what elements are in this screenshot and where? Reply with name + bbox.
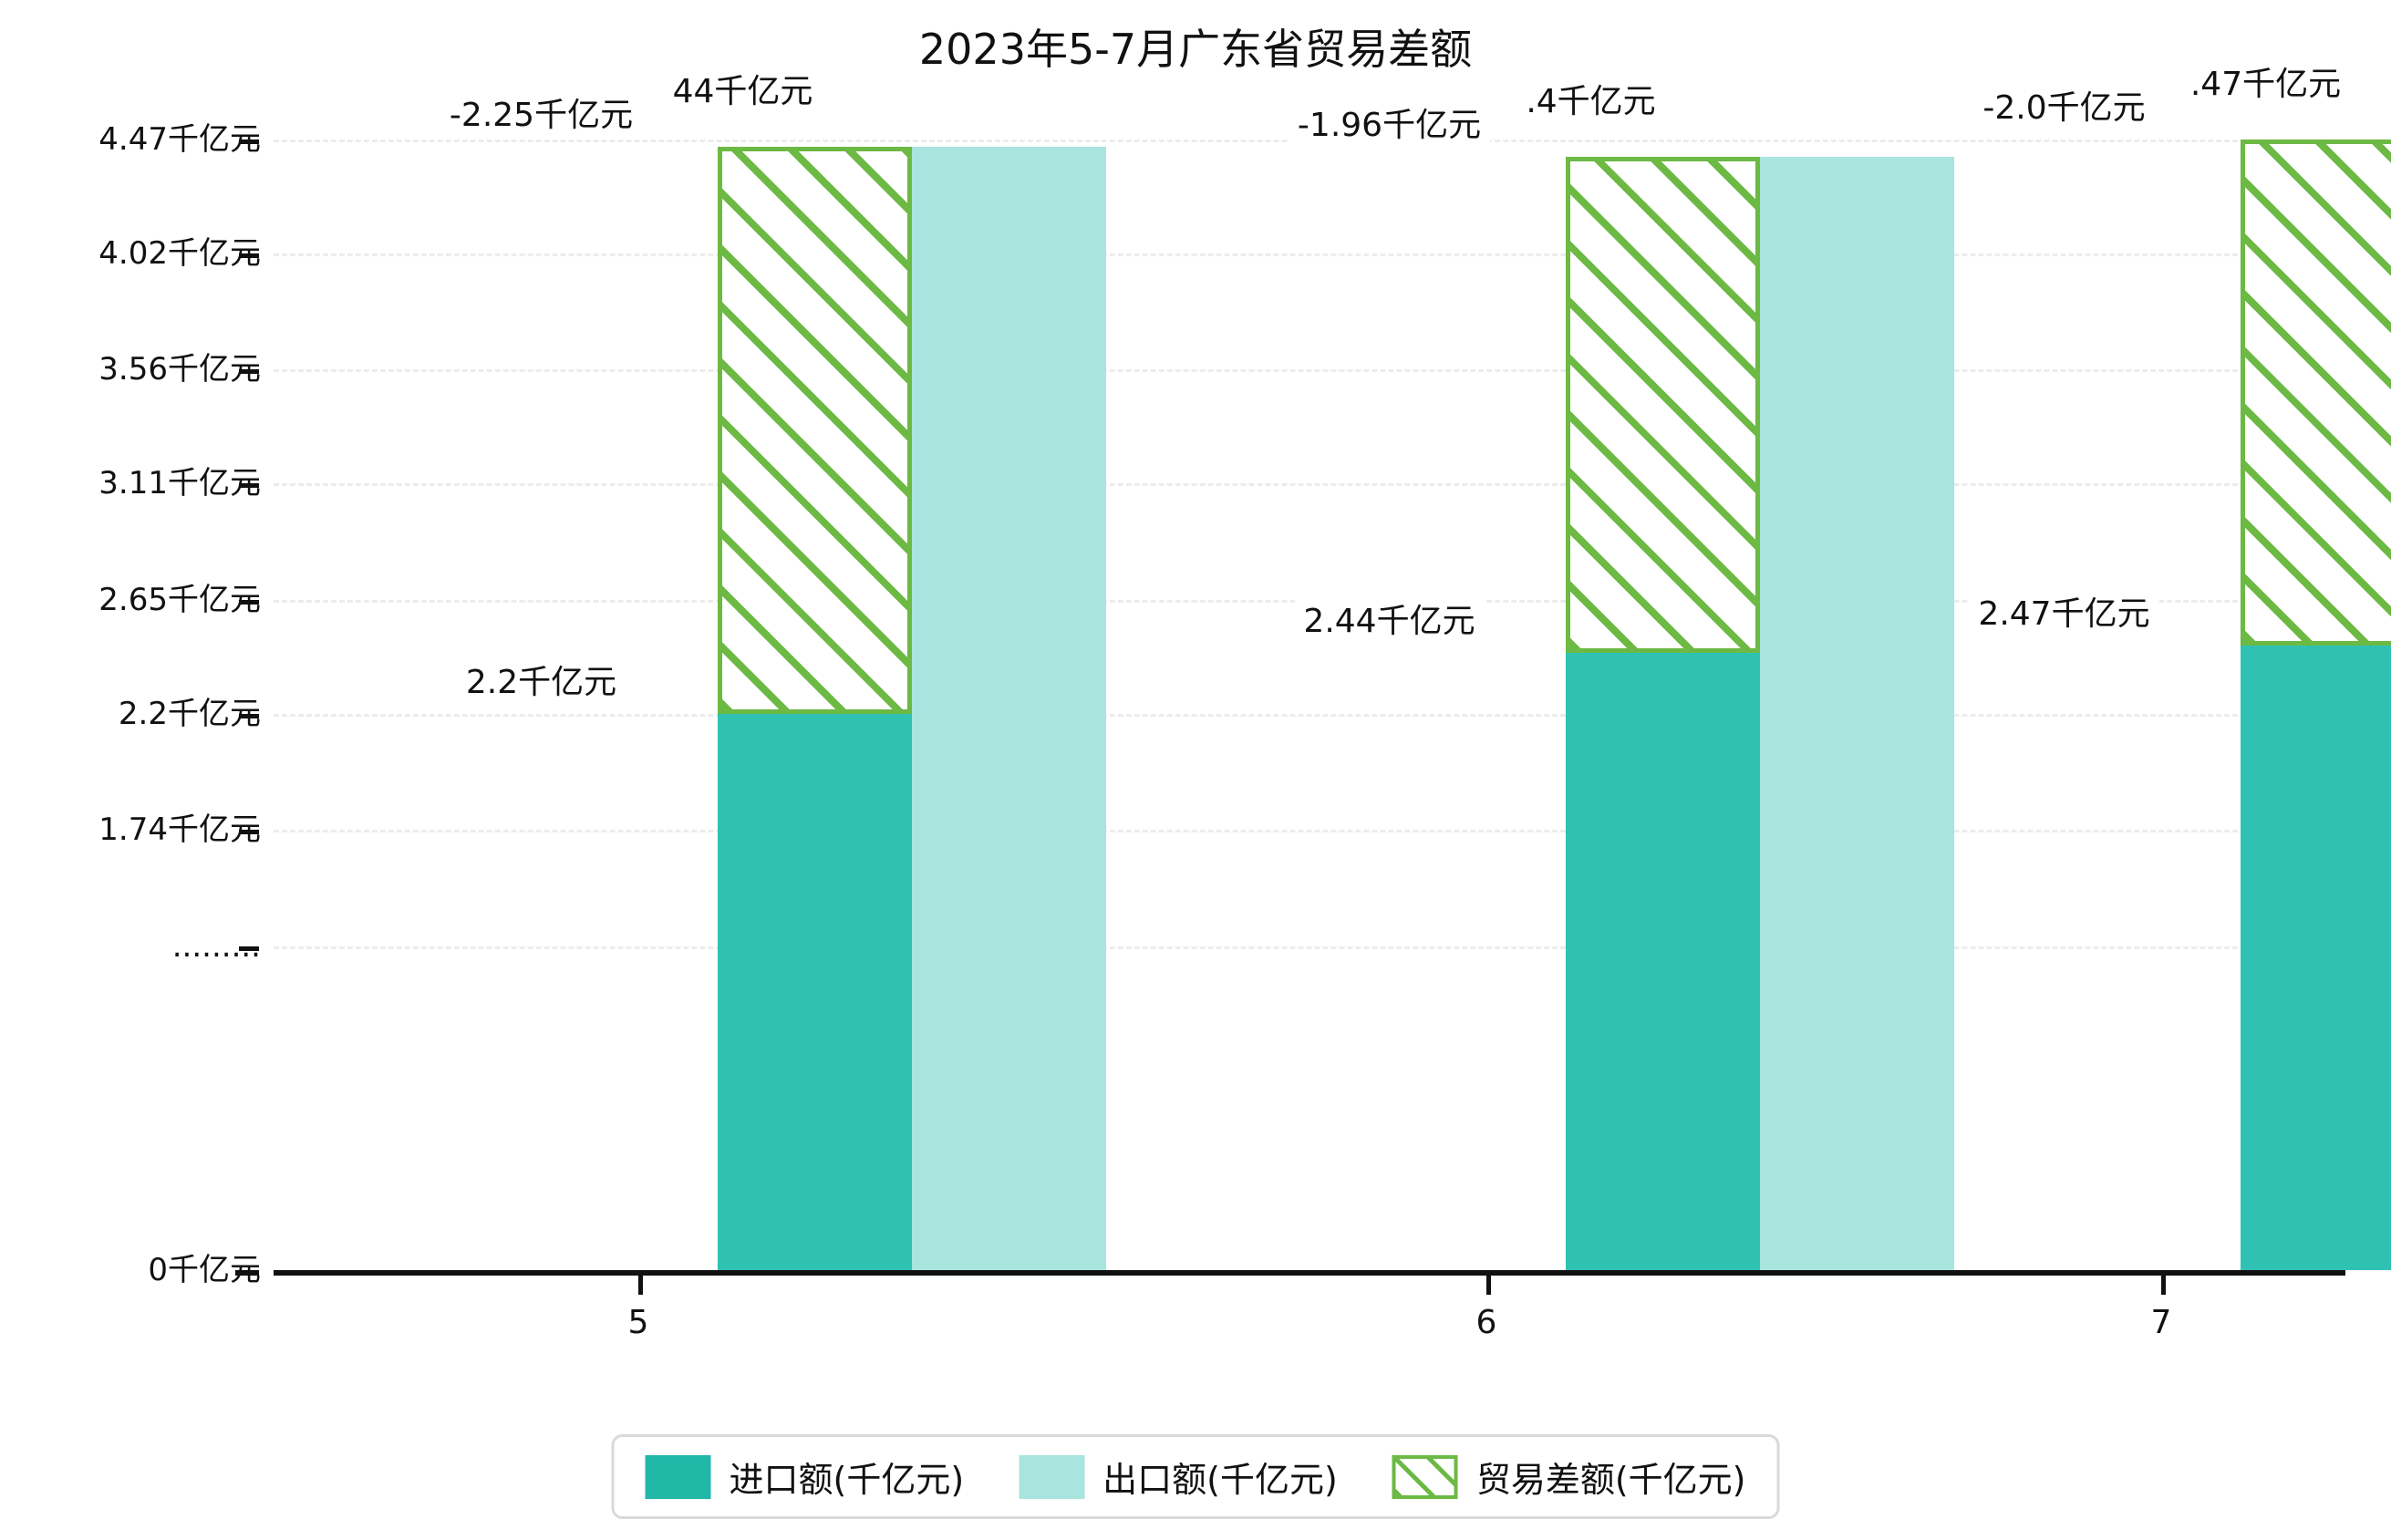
x-tick-label: 5 [627,1304,649,1341]
legend-swatch-import-icon [645,1454,711,1499]
y-tick-mark [239,253,259,258]
gridline [274,369,2336,373]
gridline [274,946,2336,949]
value-label-trade-balance: -1.96千亿元 [1288,104,1491,150]
bar-trade-balance[interactable] [718,147,912,714]
legend-swatch-trade-balance-icon [1392,1454,1458,1499]
y-tick-label: ......... [171,927,261,965]
legend-item-trade-balance[interactable]: 贸易差额(千亿元) [1392,1452,1746,1502]
legend-label-trade-balance: 贸易差额(千亿元) [1475,1460,1746,1500]
y-tick-label: 3.11千亿元 [98,465,261,502]
y-tick-label: 1.74千亿元 [98,811,261,849]
value-label-import: 2.47千亿元 [1969,592,2159,638]
x-tick-mark [638,1273,643,1295]
value-label-trade-balance: -2.25千亿元 [440,94,643,140]
bar-trade-balance[interactable] [1566,157,1760,654]
bar-export[interactable] [1760,157,1954,1270]
bar-import[interactable] [2241,645,2391,1270]
y-tick-label: 2.2千亿元 [118,695,261,732]
legend-label-import: 进口额(千亿元) [729,1460,965,1500]
value-label-import: 2.44千亿元 [1294,600,1485,646]
y-tick-label: 0千亿元 [148,1252,261,1288]
y-tick-mark [239,713,259,718]
y-tick-mark [239,830,259,835]
y-tick-label: 4.47千亿元 [98,121,261,158]
y-tick-mark [239,483,259,489]
plot-area [274,114,2391,1272]
y-tick-mark [239,599,259,605]
value-label-export: .47千亿元 [2180,63,2351,109]
x-axis-line [274,1270,2345,1276]
value-label-trade-balance: -2.0千亿元 [1973,87,2155,132]
legend-swatch-export-icon [1019,1454,1085,1499]
bar-import[interactable] [1566,653,1760,1270]
bar-trade-balance[interactable] [2241,140,2391,646]
chart-legend: 进口额(千亿元) 出口额(千亿元) 贸易差额(千亿元) [611,1434,1780,1519]
bar-import[interactable] [718,713,912,1270]
x-tick-label: 6 [1475,1304,1497,1341]
gridline [274,830,2336,833]
legend-label-export: 出口额(千亿元) [1102,1460,1338,1500]
legend-item-import[interactable]: 进口额(千亿元) [645,1452,965,1502]
x-tick-mark [2161,1273,2166,1295]
y-tick-mark [239,140,259,144]
value-label-import: 2.2千亿元 [456,660,626,707]
value-label-export: .4千亿元 [1516,80,1665,127]
legend-item-export[interactable]: 出口额(千亿元) [1019,1452,1338,1502]
y-tick-mark [239,369,259,375]
bar-export[interactable] [912,147,1106,1270]
y-tick-label: 2.65千亿元 [98,581,261,618]
gridline [274,483,2336,487]
gridline [274,253,2336,256]
y-tick-mark [239,946,259,951]
chart-title: 2023年5-7月广东省贸易差额 [918,25,1473,74]
y-tick-label: 3.56千亿元 [98,351,261,388]
x-tick-label: 7 [2150,1304,2172,1341]
value-label-export: 44千亿元 [663,70,823,117]
y-tick-mark [235,1270,259,1276]
x-tick-mark [1486,1273,1491,1295]
y-tick-label: 4.02千亿元 [98,234,261,272]
gridline [274,713,2336,717]
